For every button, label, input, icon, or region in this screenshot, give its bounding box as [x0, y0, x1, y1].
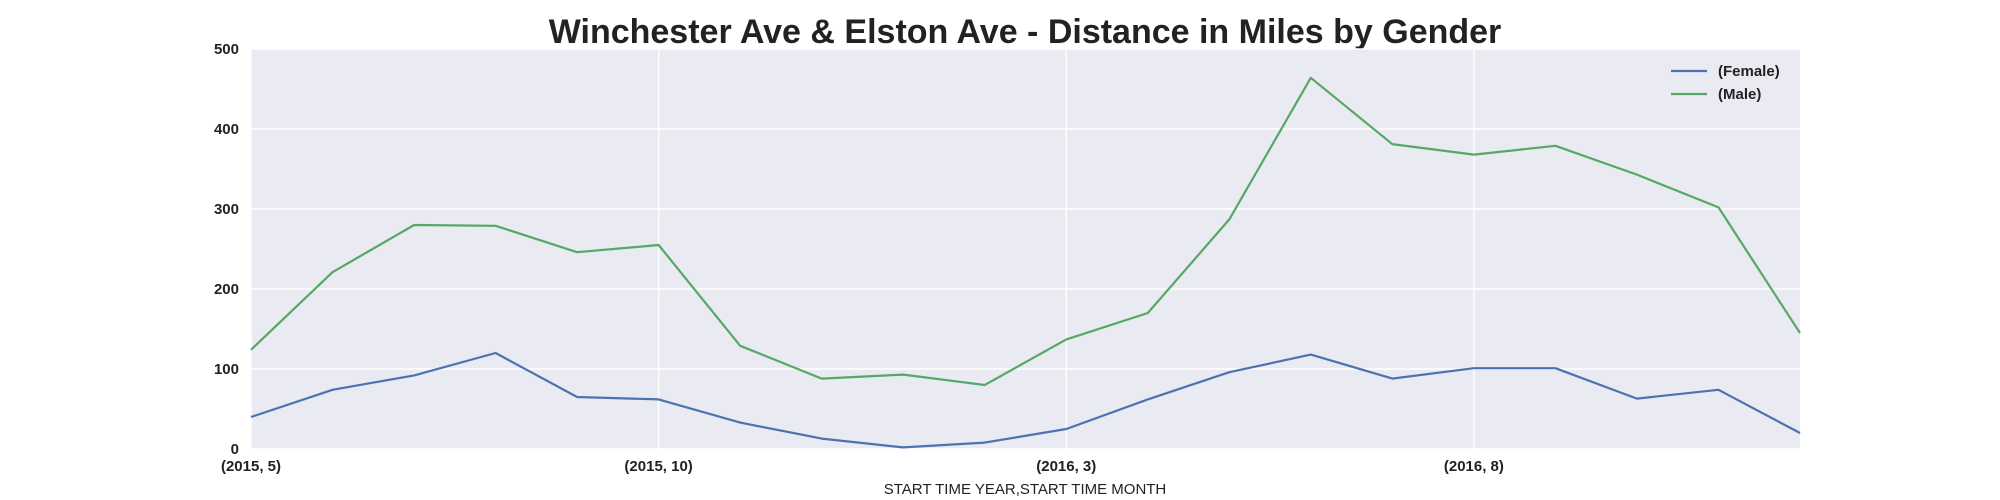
series-lines	[250, 76, 1801, 449]
gridlines	[250, 48, 1800, 450]
x-axis-ticks: (2015, 5) (2015, 10) (2016, 3) (2016, 8)	[221, 458, 1504, 475]
legend-label: (Male)	[1718, 86, 1761, 103]
x-tick-label: (2016, 8)	[1444, 458, 1504, 475]
x-axis-label: START TIME YEAR,START TIME MONTH	[884, 481, 1167, 498]
y-tick-label: 400	[214, 121, 239, 138]
x-tick-label: (2015, 5)	[221, 458, 281, 475]
series-line-1	[250, 76, 1801, 387]
legend: (Female) (Male)	[1671, 63, 1780, 103]
y-tick-label: 100	[214, 361, 239, 378]
y-tick-label: 200	[214, 281, 239, 298]
y-tick-label: 0	[231, 441, 239, 458]
plot-area	[251, 49, 1800, 449]
y-axis-ticks: 0 100 200 300 400 500	[214, 41, 239, 458]
series-line-0	[250, 351, 1801, 449]
y-tick-label: 500	[214, 41, 239, 58]
legend-label: (Female)	[1718, 63, 1780, 80]
y-tick-label: 300	[214, 201, 239, 218]
x-tick-label: (2015, 10)	[624, 458, 692, 475]
x-tick-label: (2016, 3)	[1036, 458, 1096, 475]
chart-title: Winchester Ave & Elston Ave - Distance i…	[549, 13, 1502, 51]
